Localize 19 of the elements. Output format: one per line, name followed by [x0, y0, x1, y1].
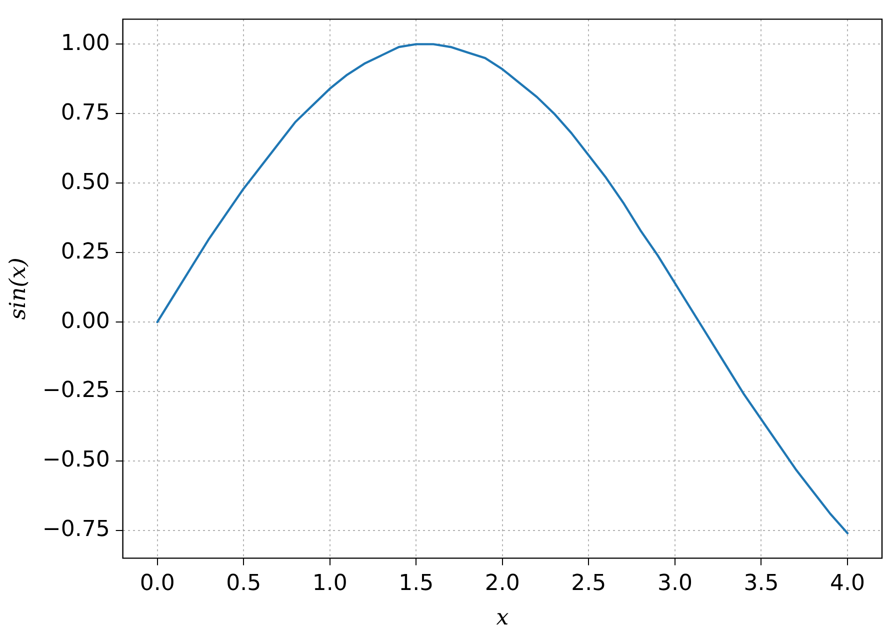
- x-tick-label: 3.5: [744, 571, 779, 596]
- x-tick-label: 1.5: [398, 571, 434, 596]
- x-axis-title: x: [496, 606, 510, 631]
- y-tick-label: 1.00: [60, 30, 110, 56]
- y-tick-label: 0.75: [60, 100, 110, 126]
- y-tick-label: 0.25: [60, 239, 110, 264]
- x-tick-label: 2.5: [571, 571, 606, 596]
- y-tick-label: 0.00: [60, 308, 110, 334]
- x-tick-label: 3.0: [657, 571, 692, 596]
- x-tick-label: 4.0: [830, 571, 865, 596]
- x-tick-label: 0.5: [226, 571, 262, 596]
- x-tick-label: 0.0: [140, 571, 175, 596]
- y-axis-title: sin(x): [6, 258, 31, 320]
- x-tick-label: 1.0: [312, 571, 348, 596]
- y-tick-label: −0.75: [42, 517, 110, 542]
- x-tick-label: 2.0: [484, 571, 520, 596]
- y-tick-label: 0.50: [60, 170, 110, 195]
- y-tick-label: −0.50: [42, 448, 110, 473]
- y-tick-label: −0.25: [42, 378, 110, 404]
